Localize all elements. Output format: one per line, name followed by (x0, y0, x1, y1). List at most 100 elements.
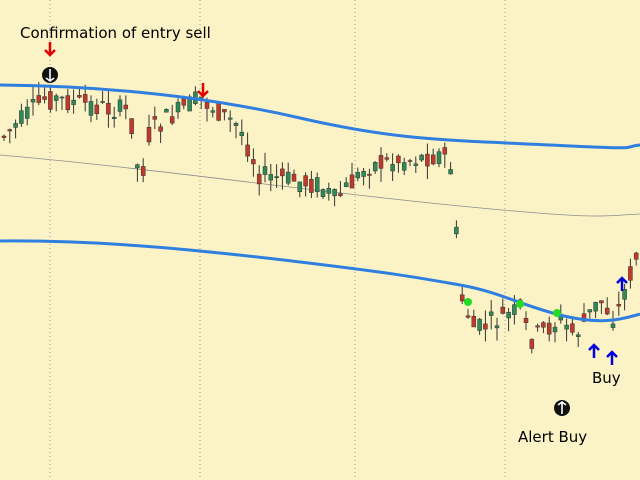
candle-body (425, 153, 430, 167)
candle-body (314, 177, 320, 193)
candle (13, 119, 18, 139)
candle (587, 309, 593, 319)
candle (570, 317, 575, 336)
candle (94, 98, 100, 120)
candle-body (59, 96, 65, 99)
candle (367, 168, 372, 189)
candle-body (332, 188, 337, 197)
candle (593, 301, 598, 319)
candle (123, 95, 129, 120)
candle-body (146, 127, 152, 143)
buy-alert-icon (554, 400, 570, 416)
candle-body (30, 99, 36, 103)
candle-body (280, 168, 285, 177)
candle (546, 316, 552, 342)
candle (129, 118, 134, 139)
candle (88, 95, 94, 123)
candle-body (442, 147, 448, 155)
candle (599, 300, 604, 314)
candle-body (587, 309, 593, 313)
candle-body (343, 182, 349, 187)
candle-body (367, 173, 372, 176)
candle (53, 93, 59, 112)
candle-body (129, 118, 134, 134)
candle-body (100, 101, 105, 103)
candle-body (65, 95, 71, 111)
candle-body (448, 169, 453, 175)
candle (146, 114, 152, 146)
candle-body (361, 170, 366, 177)
candle (245, 132, 250, 162)
candle-body (7, 129, 13, 132)
buy-arrow (616, 276, 628, 291)
candle (483, 310, 488, 342)
candle-body (552, 326, 558, 333)
candle-body (135, 164, 140, 169)
candle (442, 142, 448, 168)
candle-body (48, 91, 53, 110)
sell-arrow (197, 83, 209, 98)
candle-body (303, 175, 308, 187)
candle-body (604, 307, 610, 315)
candle (378, 147, 384, 182)
candle-body (88, 101, 94, 116)
candle-body (541, 322, 546, 328)
candle (338, 181, 343, 198)
sell-arrows (44, 42, 209, 98)
candle (164, 108, 169, 113)
candle (616, 291, 622, 316)
candle (500, 298, 506, 315)
signal-dots (464, 298, 561, 317)
lower-band (0, 239, 640, 323)
candle-body (204, 101, 210, 109)
candle-body (71, 99, 76, 105)
candle (633, 251, 639, 266)
candle (106, 91, 111, 128)
candle-body (36, 95, 42, 103)
candle (448, 161, 453, 175)
candle (175, 98, 181, 119)
candle (158, 123, 163, 143)
candle (465, 308, 471, 319)
candle-body (175, 101, 181, 113)
candle (604, 297, 610, 316)
candle (42, 87, 47, 104)
candle-body (285, 171, 291, 184)
candle-body (152, 116, 158, 120)
candle-body (53, 95, 59, 101)
candle-body (13, 123, 18, 128)
buy-arrow (588, 343, 600, 358)
candle (30, 86, 36, 116)
candle-body (268, 174, 274, 181)
candle (140, 158, 146, 183)
candle (349, 162, 355, 189)
candle (59, 95, 65, 111)
signal-dot (516, 300, 524, 308)
candle-body (216, 102, 221, 121)
candle-body (564, 324, 569, 330)
candle-body (222, 109, 227, 113)
candle (535, 323, 540, 332)
candle-body (42, 96, 47, 100)
candle (48, 85, 53, 113)
candle (280, 162, 285, 190)
candle (541, 321, 546, 334)
candle-body (570, 323, 575, 333)
candle-body (233, 123, 239, 126)
candle-body (106, 102, 111, 115)
candle (222, 108, 227, 121)
candle-body (111, 116, 117, 119)
sell-arrow (44, 42, 56, 57)
candle (523, 311, 529, 331)
candle-body (523, 317, 529, 323)
candle (303, 172, 308, 197)
candle-body (610, 323, 616, 328)
candle (24, 99, 30, 126)
candle-body (291, 173, 297, 182)
signal-dot (553, 309, 561, 317)
upper-band (0, 83, 640, 150)
candle (111, 106, 117, 128)
candle (7, 128, 13, 144)
candle-body (77, 95, 82, 98)
